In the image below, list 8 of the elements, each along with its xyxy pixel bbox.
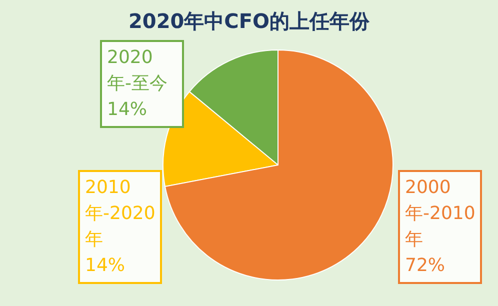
data-label: 14% <box>85 254 126 278</box>
slice-label: 2020年-至今 <box>107 46 168 96</box>
pie-slice <box>164 50 394 280</box>
slice-label: 2000年-2010年 <box>405 176 476 252</box>
data-label: 72% <box>405 254 446 278</box>
slice-label: 2010年-2020年 <box>85 176 156 252</box>
data-label: 14% <box>107 98 148 122</box>
chart-title: 2020年中CFO的上任年份 <box>127 8 370 35</box>
